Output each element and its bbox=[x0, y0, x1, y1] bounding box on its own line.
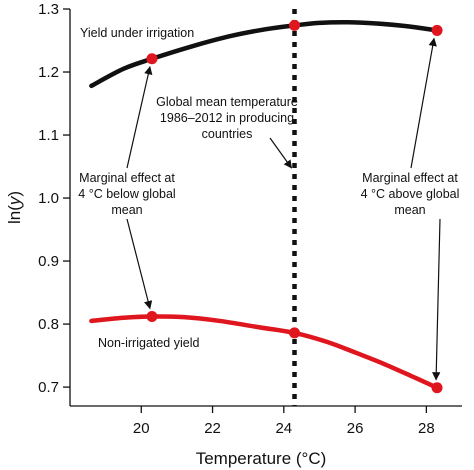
y-tick-label: 0.7 bbox=[38, 379, 59, 396]
y-tick-label: 1.0 bbox=[38, 190, 59, 207]
y-axis-title-suffix: ) bbox=[5, 191, 24, 197]
non-irrigated-point bbox=[431, 382, 443, 394]
y-axis-title-prefix: ln( bbox=[5, 205, 24, 224]
marginal-below-arrow-down bbox=[126, 218, 153, 310]
marginal-below-annotation: mean bbox=[111, 203, 142, 217]
y-tick-label: 1.3 bbox=[38, 1, 59, 18]
marginal-above-annotation: 4 °C above global bbox=[361, 187, 460, 201]
x-tick-label: 28 bbox=[418, 420, 435, 437]
marginal-above-arrow-up bbox=[410, 37, 437, 169]
non-irrigated-point bbox=[146, 311, 158, 323]
global-mean-annotation: 1986–2012 in producing bbox=[160, 111, 294, 125]
y-tick-label: 0.9 bbox=[38, 253, 59, 270]
global-mean-arrow bbox=[269, 137, 292, 169]
x-tick-label: 20 bbox=[133, 420, 150, 437]
annotation-arrows bbox=[126, 37, 441, 381]
marginal-below-annotation: Marginal effect at bbox=[79, 171, 175, 185]
marginal-below-arrow-up bbox=[126, 65, 153, 169]
marginal-above-arrow-down bbox=[432, 218, 441, 381]
y-tick-label: 1.2 bbox=[38, 64, 59, 81]
y-tick-label: 1.1 bbox=[38, 127, 59, 144]
x-tick-label: 26 bbox=[347, 420, 364, 437]
marginal-above-annotation: Marginal effect at bbox=[362, 171, 458, 185]
global-mean-annotation: Global mean temperature bbox=[156, 95, 298, 109]
annotation-labels: Yield under irrigation Non-irrigated yiel… bbox=[78, 26, 459, 350]
marker-group bbox=[146, 19, 443, 394]
y-tick-label: 0.8 bbox=[38, 316, 59, 333]
irrigated-point bbox=[289, 19, 301, 31]
marginal-below-annotation: 4 °C below global bbox=[78, 187, 175, 201]
irrigated-point bbox=[431, 24, 443, 36]
x-tick-label: 22 bbox=[204, 420, 221, 437]
marginal-above-annotation: mean bbox=[394, 203, 425, 217]
irrigated-point bbox=[146, 53, 158, 65]
y-axis-title: ln(y) bbox=[5, 191, 24, 224]
x-axis-title: Temperature (°C) bbox=[196, 449, 327, 468]
axes: 0.7 0.8 0.9 1.0 1.1 1.2 1.3 20 22 24 26 28 Temperatu… bbox=[5, 1, 462, 468]
series-group bbox=[89, 19, 440, 390]
y-axis-title-variable: y bbox=[5, 195, 24, 206]
x-tick-label: 24 bbox=[275, 420, 292, 437]
non-irrigated-series-label: Non-irrigated yield bbox=[98, 336, 199, 350]
non-irrigated-point bbox=[289, 327, 301, 339]
global-mean-annotation: countries bbox=[202, 127, 253, 141]
non-irrigated-yield-line bbox=[89, 314, 440, 390]
irrigated-series-label: Yield under irrigation bbox=[80, 26, 194, 40]
